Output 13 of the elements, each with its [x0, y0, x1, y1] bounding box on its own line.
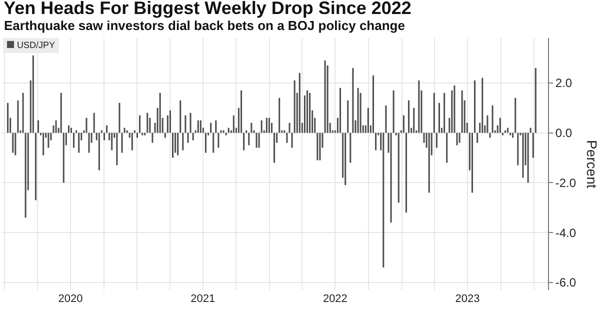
- x-tick-label: 2022: [322, 293, 348, 305]
- y-axis-title: Percent: [584, 140, 598, 188]
- y-tick-label: -6.0: [555, 276, 576, 290]
- legend-label: USD/JPY: [17, 40, 56, 50]
- x-tick-label: 2023: [455, 293, 480, 305]
- x-tick-label: 2020: [58, 293, 83, 305]
- y-tick-label: -4.0: [555, 226, 576, 240]
- y-tick-label: -2.0: [555, 176, 576, 190]
- y-tick-label: 2.0: [555, 76, 572, 90]
- chart-title: Yen Heads For Biggest Weekly Drop Since 2022: [4, 0, 412, 18]
- y-tick-label: 0.0: [555, 126, 572, 140]
- chart-subtitle: Earthquake saw investors dial back bets on a BOJ policy change: [4, 18, 405, 33]
- x-tick-label: 2021: [190, 293, 216, 305]
